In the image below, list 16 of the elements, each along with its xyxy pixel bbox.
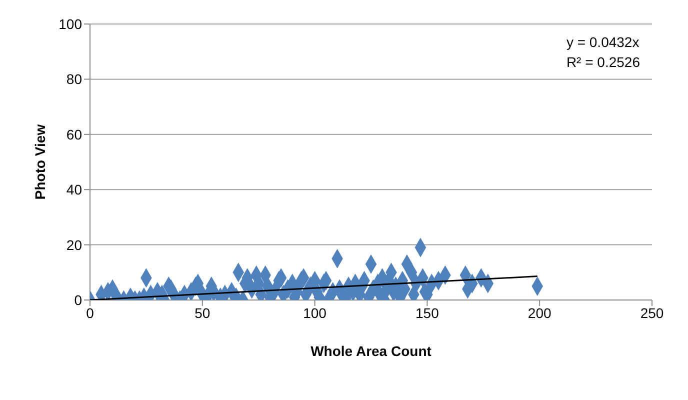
x-tick-label: 200 [528,304,552,321]
x-tick-label: 50 [194,304,210,321]
annotation: y = 0.0432x [566,33,640,52]
y-tick-label: 0 [74,292,82,308]
y-tick-label: 20 [66,236,82,253]
x-tick-label: 100 [303,304,327,321]
y-tick-label: 60 [66,126,82,142]
y-tick-label: 100 [58,16,82,32]
y-tick-label: 40 [66,182,82,198]
x-axis-title: Whole Area Count [310,343,432,359]
y-axis-title: Photo View [32,124,48,200]
x-tick-label: 150 [416,304,440,321]
x-tick-label: 0 [86,304,94,321]
annotation: R² = 0.2526 [566,53,640,72]
x-tick-label: 250 [640,304,664,321]
y-tick-label: 80 [66,71,82,88]
